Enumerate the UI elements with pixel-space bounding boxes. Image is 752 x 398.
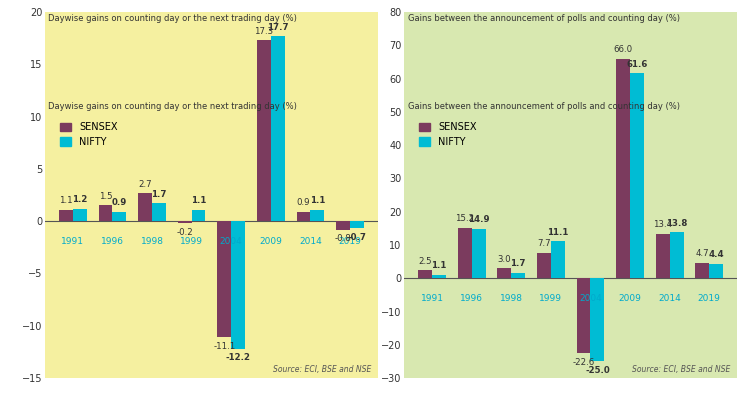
Text: 2.7: 2.7 — [138, 179, 152, 189]
Legend: SENSEX, NIFTY: SENSEX, NIFTY — [416, 119, 480, 150]
Bar — [99, 205, 113, 221]
Text: 1.2: 1.2 — [72, 195, 87, 204]
Bar — [113, 212, 126, 221]
Bar — [336, 221, 350, 230]
Text: 7.7: 7.7 — [537, 239, 550, 248]
Text: 2004: 2004 — [579, 294, 602, 303]
Text: 1.7: 1.7 — [151, 190, 167, 199]
Legend: SENSEX, NIFTY: SENSEX, NIFTY — [56, 119, 120, 150]
Text: 15.2: 15.2 — [455, 214, 475, 223]
Text: Source: ECI, BSE and NSE: Source: ECI, BSE and NSE — [273, 365, 371, 375]
Bar — [152, 203, 166, 221]
Text: -0.7: -0.7 — [347, 233, 366, 242]
Text: 4.7: 4.7 — [696, 249, 709, 258]
Bar — [217, 221, 231, 337]
Text: 11.1: 11.1 — [547, 228, 569, 237]
Text: 1996: 1996 — [460, 294, 483, 303]
Text: 61.6: 61.6 — [626, 60, 647, 69]
Bar — [350, 221, 364, 228]
Text: 2019: 2019 — [338, 237, 362, 246]
Text: Source: ECI, BSE and NSE: Source: ECI, BSE and NSE — [632, 365, 730, 375]
Text: 2014: 2014 — [658, 294, 681, 303]
Text: 0.9: 0.9 — [297, 198, 311, 207]
Text: 2009: 2009 — [619, 294, 641, 303]
Text: 1991: 1991 — [420, 294, 444, 303]
Text: 17.3: 17.3 — [254, 27, 274, 36]
Bar — [73, 209, 86, 221]
Text: 17.7: 17.7 — [267, 23, 289, 31]
Bar — [511, 273, 525, 278]
Bar — [577, 278, 590, 353]
Text: 2009: 2009 — [259, 237, 282, 246]
Bar — [630, 73, 644, 278]
Text: 13.4: 13.4 — [653, 220, 672, 229]
Bar — [709, 263, 723, 278]
Text: -12.2: -12.2 — [226, 353, 250, 362]
Bar — [311, 210, 324, 221]
Bar — [138, 193, 152, 221]
Bar — [192, 210, 205, 221]
Text: 1.7: 1.7 — [511, 259, 526, 268]
Bar — [537, 253, 551, 278]
Bar — [432, 275, 446, 278]
Text: 1991: 1991 — [62, 237, 84, 246]
Text: 1.1: 1.1 — [59, 196, 73, 205]
Text: 1999: 1999 — [539, 294, 562, 303]
Text: 2014: 2014 — [299, 237, 322, 246]
Text: 2019: 2019 — [698, 294, 720, 303]
Text: -0.2: -0.2 — [176, 228, 193, 237]
Bar — [177, 221, 192, 223]
Text: 1996: 1996 — [101, 237, 124, 246]
Text: 1.1: 1.1 — [310, 196, 325, 205]
Text: 1998: 1998 — [141, 237, 163, 246]
Text: -22.6: -22.6 — [572, 358, 595, 367]
Bar — [458, 228, 472, 278]
Text: 13.8: 13.8 — [666, 219, 687, 228]
Bar — [551, 241, 565, 278]
Bar — [257, 40, 271, 221]
Text: 1.1: 1.1 — [191, 196, 206, 205]
Text: 14.9: 14.9 — [468, 215, 490, 224]
Text: 1.1: 1.1 — [432, 261, 447, 270]
Text: Daywise gains on counting day or the next trading day (%): Daywise gains on counting day or the nex… — [48, 102, 297, 111]
Bar — [59, 210, 73, 221]
Text: Gains between the announcement of polls and counting day (%): Gains between the announcement of polls … — [408, 14, 680, 23]
Text: -25.0: -25.0 — [585, 366, 610, 375]
Text: 3.0: 3.0 — [498, 255, 511, 264]
Bar — [418, 270, 432, 278]
Text: Gains between the announcement of polls and counting day (%): Gains between the announcement of polls … — [408, 102, 680, 111]
Text: 1.5: 1.5 — [99, 192, 112, 201]
Text: Daywise gains on counting day or the next trading day (%): Daywise gains on counting day or the nex… — [48, 14, 297, 23]
Text: -11.1: -11.1 — [213, 342, 235, 351]
Bar — [696, 263, 709, 278]
Text: 1998: 1998 — [500, 294, 523, 303]
Bar — [231, 221, 245, 349]
Text: 1999: 1999 — [180, 237, 203, 246]
Bar — [497, 268, 511, 278]
Bar — [669, 232, 684, 278]
Bar — [656, 234, 669, 278]
Text: -0.8: -0.8 — [335, 234, 351, 243]
Bar — [616, 59, 630, 278]
Text: 66.0: 66.0 — [614, 45, 632, 54]
Bar — [590, 278, 605, 361]
Bar — [271, 36, 285, 221]
Bar — [472, 228, 486, 278]
Bar — [296, 212, 311, 221]
Text: 4.4: 4.4 — [708, 250, 724, 259]
Text: 2004: 2004 — [220, 237, 243, 246]
Text: 2.5: 2.5 — [418, 257, 432, 265]
Text: 0.9: 0.9 — [112, 198, 127, 207]
